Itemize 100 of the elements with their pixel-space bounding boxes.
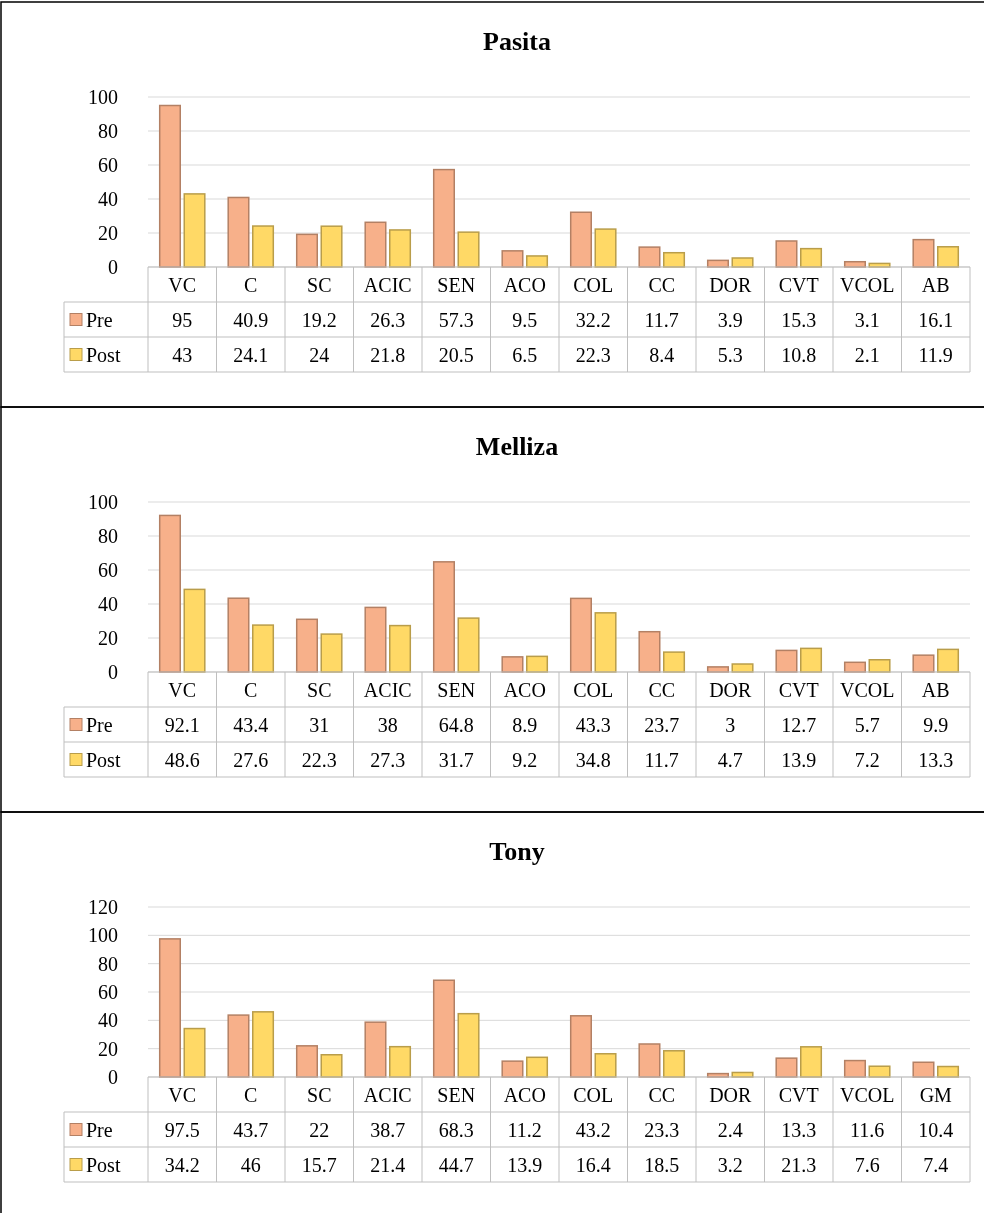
bar bbox=[800, 647, 823, 673]
x-tick-label: ACO bbox=[503, 678, 546, 701]
y-tick-label: 20 bbox=[98, 222, 118, 244]
data-label: 40.9 bbox=[233, 308, 269, 331]
bar bbox=[912, 654, 935, 673]
bar bbox=[252, 624, 275, 673]
legend-label: Post bbox=[86, 343, 121, 366]
data-label: 16.1 bbox=[918, 308, 954, 331]
data-label: 31 bbox=[309, 713, 330, 736]
y-tick-label: 0 bbox=[108, 661, 118, 683]
bar bbox=[569, 597, 592, 673]
bar bbox=[569, 211, 592, 268]
data-label: 16.4 bbox=[575, 1153, 611, 1176]
x-tick-label: VCOL bbox=[840, 678, 895, 701]
x-tick-label: VCOL bbox=[840, 273, 895, 296]
y-tick-label: 60 bbox=[98, 559, 118, 581]
legend-label: Pre bbox=[86, 1118, 113, 1141]
data-label: 34.2 bbox=[164, 1153, 200, 1176]
chart-title: Melliza bbox=[475, 432, 559, 461]
bar bbox=[252, 225, 275, 268]
data-label: 4.7 bbox=[717, 748, 743, 771]
data-label: 11.7 bbox=[644, 308, 679, 331]
bar bbox=[937, 648, 960, 673]
bar bbox=[320, 633, 343, 673]
x-tick-label: SEN bbox=[437, 678, 476, 701]
data-label: 11.9 bbox=[918, 343, 953, 366]
data-label: 27.6 bbox=[233, 748, 269, 771]
y-tick-label: 60 bbox=[98, 154, 118, 176]
bar bbox=[227, 1014, 250, 1078]
bar bbox=[389, 624, 412, 673]
y-tick-label: 60 bbox=[98, 981, 118, 1003]
y-tick-label: 80 bbox=[98, 525, 118, 547]
x-tick-label: SC bbox=[307, 273, 332, 296]
data-label: 3.1 bbox=[854, 308, 880, 331]
x-tick-label: COL bbox=[573, 1083, 614, 1106]
data-label: 21.8 bbox=[370, 343, 406, 366]
data-label: 38.7 bbox=[370, 1118, 406, 1141]
data-label: 13.9 bbox=[507, 1153, 543, 1176]
data-label: 7.6 bbox=[854, 1153, 880, 1176]
bar bbox=[158, 104, 181, 268]
y-tick-label: 20 bbox=[98, 627, 118, 649]
data-label: 13.3 bbox=[781, 1118, 817, 1141]
legend-label: Pre bbox=[86, 308, 113, 331]
bar bbox=[775, 1057, 798, 1078]
data-label: 43.3 bbox=[575, 713, 611, 736]
bar bbox=[663, 651, 686, 673]
x-tick-label: VCOL bbox=[840, 1083, 895, 1106]
data-label: 48.6 bbox=[164, 748, 200, 771]
x-tick-label: ACO bbox=[503, 1083, 546, 1106]
x-tick-label: DOR bbox=[709, 273, 753, 296]
bar bbox=[501, 250, 524, 268]
data-label: 43 bbox=[172, 343, 193, 366]
data-label: 24.1 bbox=[233, 343, 269, 366]
bar bbox=[800, 1046, 823, 1078]
bar bbox=[364, 606, 387, 673]
data-label: 97.5 bbox=[164, 1118, 200, 1141]
data-label: 2.1 bbox=[854, 343, 880, 366]
data-label: 3.2 bbox=[717, 1153, 743, 1176]
data-label: 7.4 bbox=[923, 1153, 949, 1176]
x-tick-label: GM bbox=[919, 1083, 953, 1106]
data-label: 27.3 bbox=[370, 748, 406, 771]
bar bbox=[227, 196, 250, 268]
y-tick-label: 100 bbox=[88, 86, 118, 108]
data-label: 43.4 bbox=[233, 713, 269, 736]
data-label: 12.7 bbox=[781, 713, 817, 736]
data-label: 18.5 bbox=[644, 1153, 680, 1176]
x-tick-label: CVT bbox=[778, 273, 819, 296]
data-label: 10.4 bbox=[918, 1118, 954, 1141]
bar bbox=[364, 1021, 387, 1078]
data-label: 57.3 bbox=[438, 308, 474, 331]
x-tick-label: SEN bbox=[437, 1083, 476, 1106]
data-label: 15.7 bbox=[301, 1153, 337, 1176]
data-label: 31.7 bbox=[438, 748, 474, 771]
x-tick-label: DOR bbox=[709, 678, 753, 701]
data-label: 23.3 bbox=[644, 1118, 680, 1141]
bar bbox=[526, 1056, 549, 1078]
bar bbox=[843, 1059, 866, 1078]
bar bbox=[775, 240, 798, 268]
data-label: 23.7 bbox=[644, 713, 680, 736]
x-tick-label: CVT bbox=[778, 1083, 819, 1106]
bar bbox=[158, 938, 181, 1078]
x-tick-label: C bbox=[244, 678, 258, 701]
data-label: 11.6 bbox=[850, 1118, 885, 1141]
bar bbox=[937, 246, 960, 268]
data-label: 5.7 bbox=[854, 713, 880, 736]
data-label: 3.9 bbox=[717, 308, 743, 331]
x-tick-label: AB bbox=[921, 273, 950, 296]
data-label: 15.3 bbox=[781, 308, 817, 331]
data-label: 26.3 bbox=[370, 308, 406, 331]
data-label: 22 bbox=[309, 1118, 330, 1141]
x-tick-label: C bbox=[244, 273, 258, 296]
x-tick-label: ACIC bbox=[363, 1083, 412, 1106]
bar bbox=[594, 1053, 617, 1078]
x-tick-label: SEN bbox=[437, 273, 476, 296]
data-label: 43.2 bbox=[575, 1118, 611, 1141]
x-tick-label: SC bbox=[307, 678, 332, 701]
bar bbox=[389, 229, 412, 268]
y-tick-label: 0 bbox=[108, 256, 118, 278]
data-label: 19.2 bbox=[301, 308, 337, 331]
data-label: 8.4 bbox=[649, 343, 675, 366]
